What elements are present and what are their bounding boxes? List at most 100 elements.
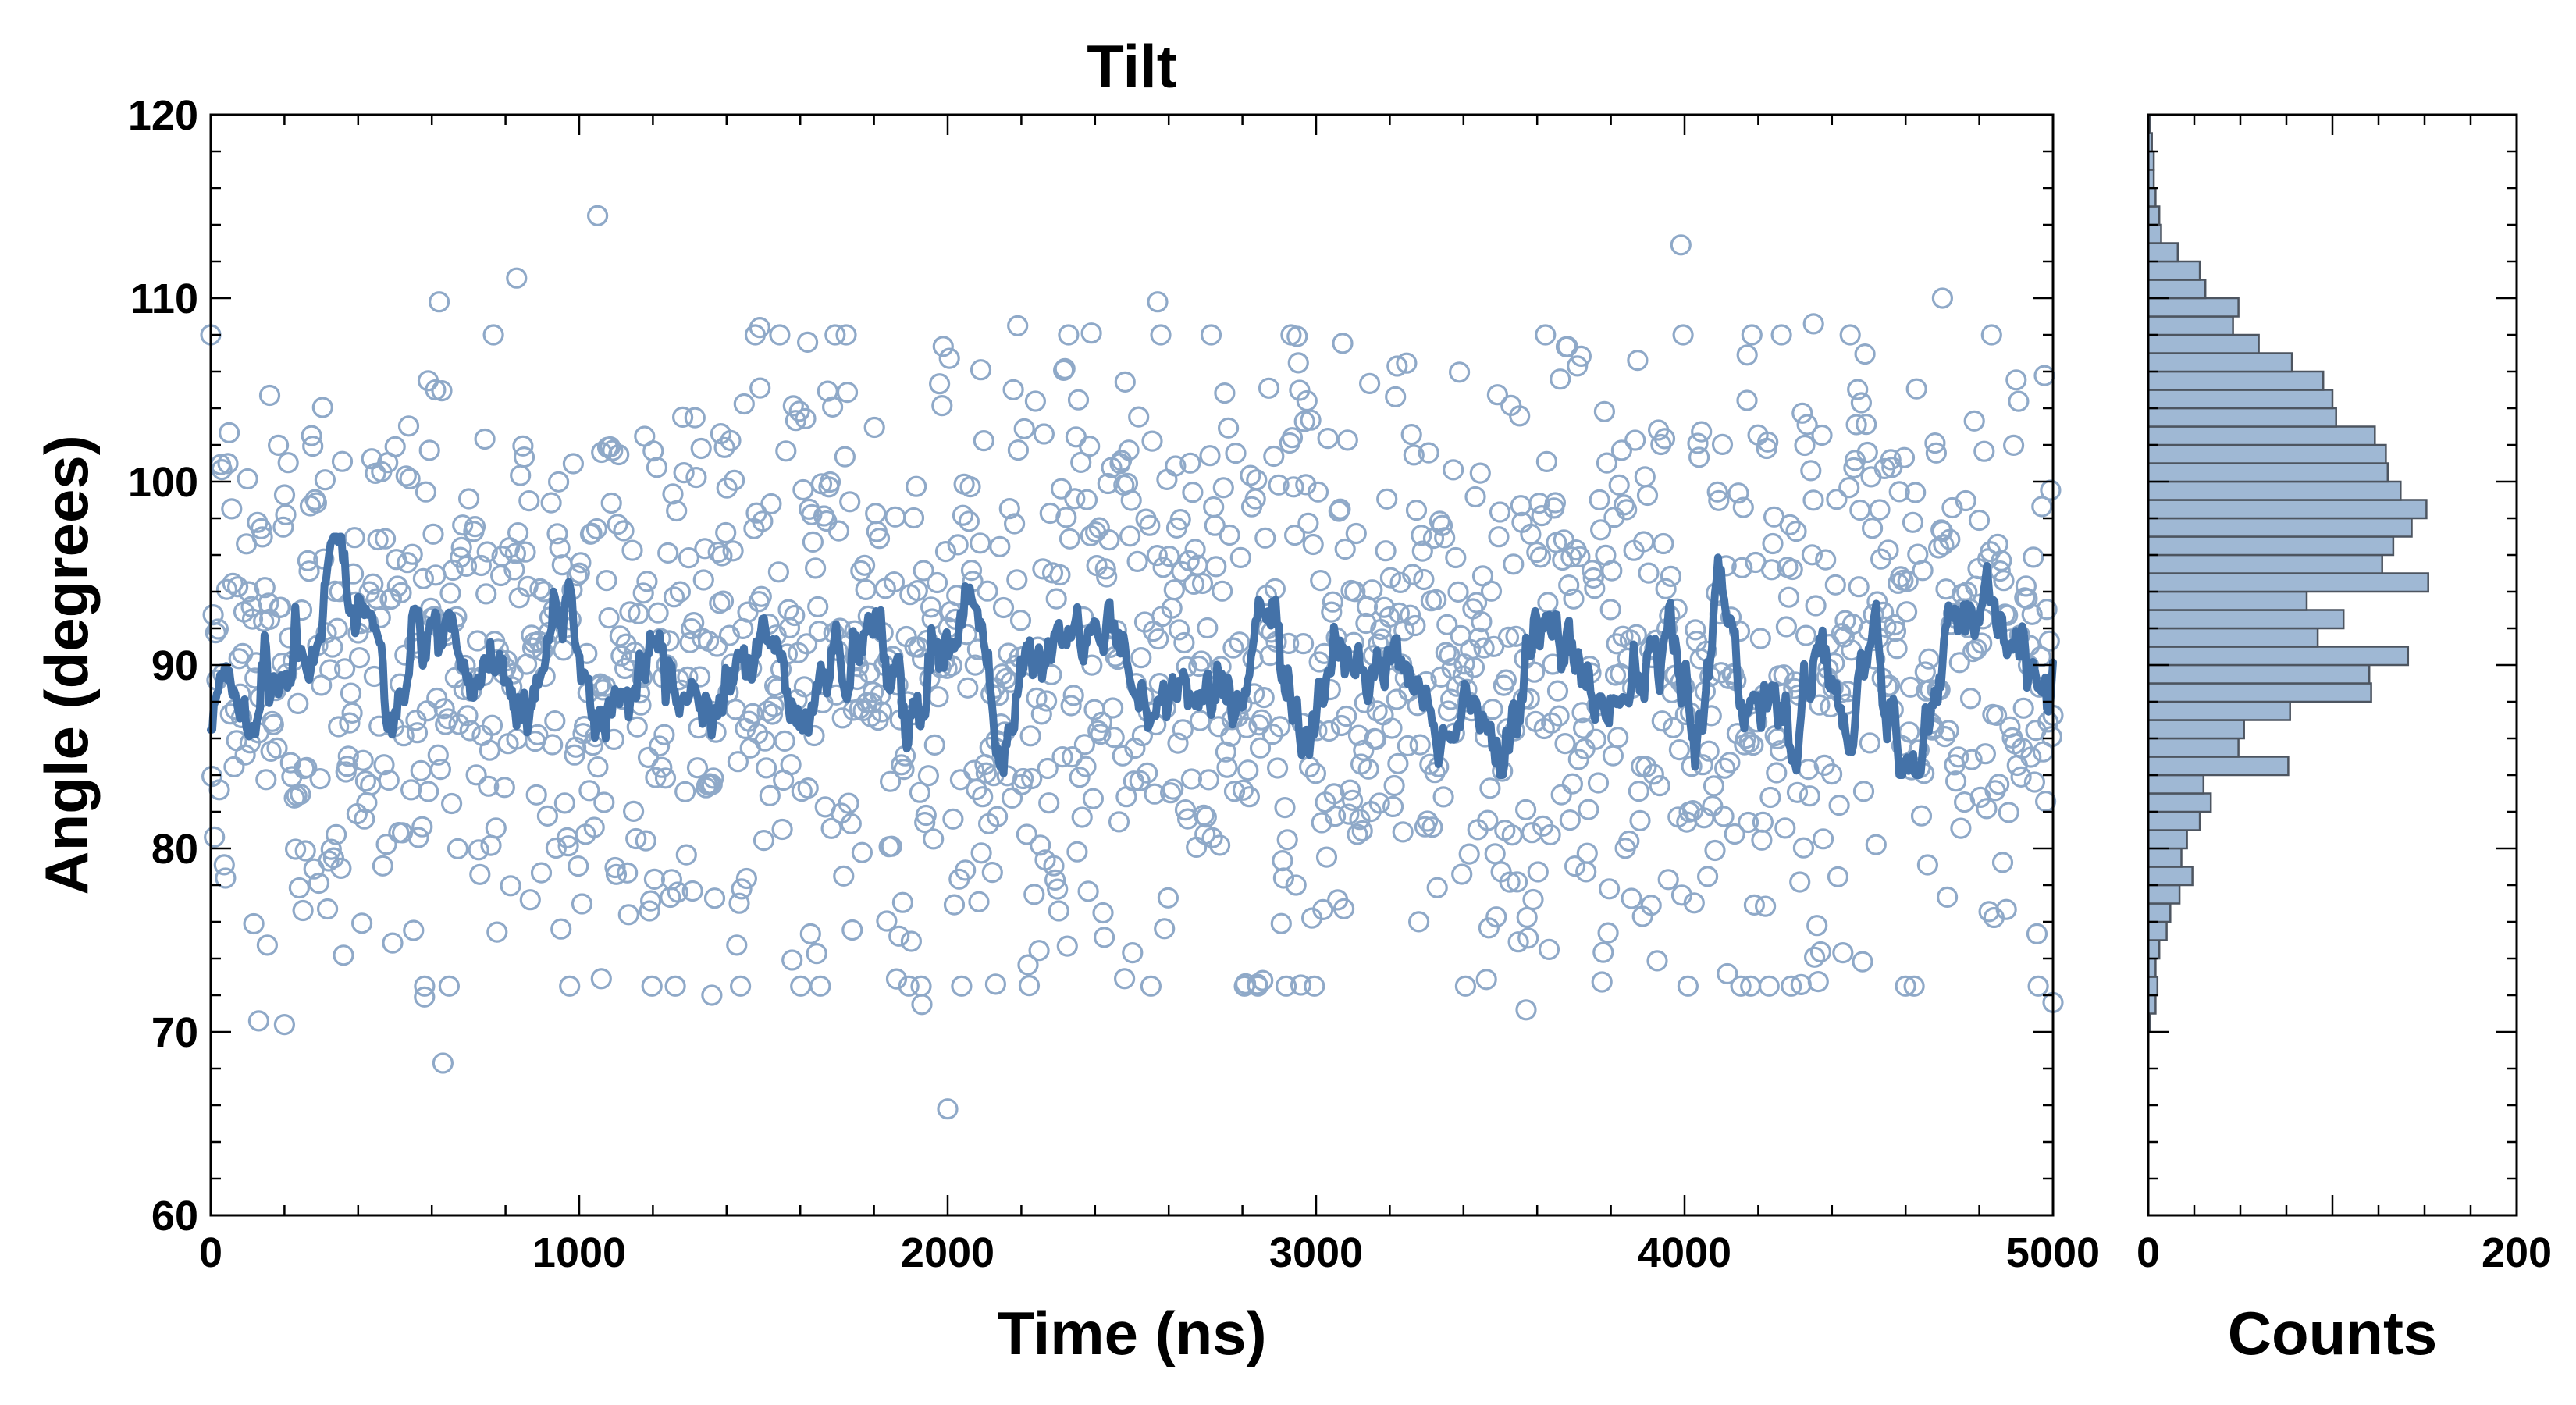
scatter-point [1791,402,1813,424]
histogram-bar [2147,462,2389,483]
scatter-point [1485,906,1507,928]
scatter-point [931,394,953,417]
scatter-point [1387,752,1409,774]
scatter-point [343,527,365,549]
scatter-point [681,880,703,902]
scatter-point [1636,484,1659,507]
scatter-point [1738,731,1760,753]
scatter-point [1781,975,1802,997]
scatter-point [1544,492,1567,514]
histogram-bar [2147,663,2371,685]
scatter-point [1785,520,1807,542]
scatter-point [1800,460,1822,482]
scatter-point [1404,614,1426,637]
scatter-point [215,867,237,889]
scatter-point [605,863,628,885]
scatter-point [1073,734,1096,756]
scatter-point [506,267,528,289]
scatter-point [1253,686,1275,709]
scatter-point [636,571,658,592]
scatter-point [1813,828,1834,850]
scatter-point [891,891,914,913]
scatter-point [1717,962,1738,985]
scatter-point [1703,775,1725,797]
scatter-point [294,840,316,862]
scatter-point [1304,975,1325,997]
scatter-point [1727,482,1749,504]
scatter-point [1653,428,1676,450]
scatter-point [746,723,769,745]
scatter-point [372,855,393,877]
scatter-point [753,829,775,852]
scatter-point [1092,902,1114,924]
scatter-point [1826,489,1848,510]
scatter-point [442,559,464,582]
scatter-point [481,714,503,736]
scatter-point [1090,723,1112,745]
scatter-point [340,682,362,704]
scatter-point [2005,369,2027,391]
scatter-point [337,745,359,767]
scatter-point [390,582,412,604]
scatter-point [296,756,318,779]
scatter-point [1222,637,1244,659]
scatter-point [1815,549,1837,571]
scatter-point [1120,489,1142,511]
scatter-point [911,994,933,1016]
histogram-bar [2147,590,2308,611]
y-tick-label: 80 [151,826,198,873]
scatter-point [1114,371,1136,393]
x-tick-label: 3000 [1269,1229,1363,1276]
scatter-point [568,855,589,877]
histogram-bar [2147,553,2383,574]
histogram-bar [2147,737,2240,758]
scatter-point [675,844,697,866]
scatter-point [1403,444,1425,466]
scatter-point [510,464,532,486]
scatter-point [378,769,400,791]
scatter-point [1002,379,1024,400]
scatter-point [1535,450,1558,473]
scatter-point [1399,604,1421,626]
scatter-point [262,713,284,735]
scatter-point [1567,355,1589,377]
scatter-point [234,744,256,766]
scatter-point [432,1052,454,1074]
scatter-point [415,481,437,503]
scatter-point [1249,737,1272,759]
scatter-point [709,592,731,614]
scatter-point [1624,429,1646,451]
scatter-point [1896,601,1918,623]
scatter-point [1933,534,1955,556]
scatter-point [750,585,772,607]
y-tick-label: 70 [151,1009,198,1056]
scatter-point [1147,628,1169,650]
scatter-point [1914,661,1936,683]
scatter-point [1849,499,1871,521]
scatter-point [981,861,1003,884]
scatter-point [559,975,581,997]
scatter-point [683,611,705,634]
scatter-point [870,684,891,706]
scatter-point [354,808,375,830]
scatter-point [1546,680,1569,702]
scatter-point [1240,464,1261,486]
scatter-point [1463,656,1485,678]
scatter-point [1091,711,1113,734]
scatter-point [1147,291,1169,313]
scatter-point [610,645,632,667]
scatter-point [1888,481,1910,503]
scatter-point [621,539,643,561]
scatter-point [1443,459,1464,481]
scatter-point [1628,780,1649,802]
scatter-point [550,918,572,940]
scatter-point [619,601,641,623]
scatter-point [755,757,777,779]
histogram-bar [2147,774,2205,795]
scatter-point [1344,581,1366,603]
scatter-point [1061,745,1083,768]
scatter-point [1012,767,1034,790]
scatter-point [1731,557,1753,579]
scatter-point [600,492,622,514]
scatter-point [1880,449,1902,471]
